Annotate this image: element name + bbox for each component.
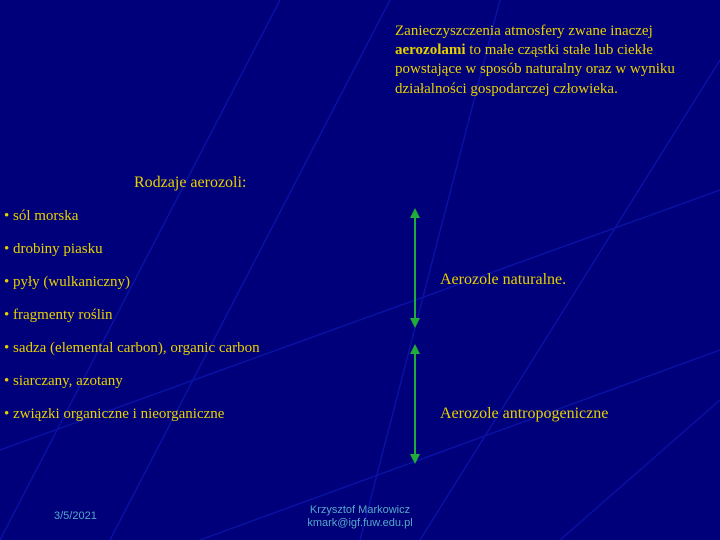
author-name: Krzysztof Markowicz bbox=[310, 504, 410, 516]
list-item: • sól morska bbox=[4, 208, 260, 225]
list-item: • związki organiczne i nieorganiczne bbox=[4, 406, 260, 423]
definition-bold: aerozolami bbox=[395, 42, 466, 58]
list-item: • fragmenty roślin bbox=[4, 307, 260, 324]
bullet-list: • sól morska • drobiny piasku • pyły (wu… bbox=[4, 208, 260, 439]
list-item: • pyły (wulkaniczny) bbox=[4, 274, 260, 291]
definition-text: Zanieczyszczenia atmosfery zwane inaczej… bbox=[395, 22, 695, 99]
slide-content: Zanieczyszczenia atmosfery zwane inaczej… bbox=[0, 0, 720, 540]
heading: Rodzaje aerozoli: bbox=[134, 174, 246, 192]
definition-pre: Zanieczyszczenia atmosfery zwane inaczej bbox=[395, 23, 653, 39]
footer-date: 3/5/2021 bbox=[54, 510, 97, 522]
footer-author: Krzysztof Markowicz kmark@igf.fuw.edu.pl bbox=[265, 504, 455, 530]
list-item: • siarczany, azotany bbox=[4, 373, 260, 390]
category-natural: Aerozole naturalne. bbox=[440, 271, 566, 289]
list-item: • drobiny piasku bbox=[4, 241, 260, 258]
list-item: • sadza (elemental carbon), organic carb… bbox=[4, 340, 260, 357]
category-anthropogenic: Aerozole antropogeniczne bbox=[440, 405, 608, 423]
author-email: kmark@igf.fuw.edu.pl bbox=[307, 517, 412, 529]
